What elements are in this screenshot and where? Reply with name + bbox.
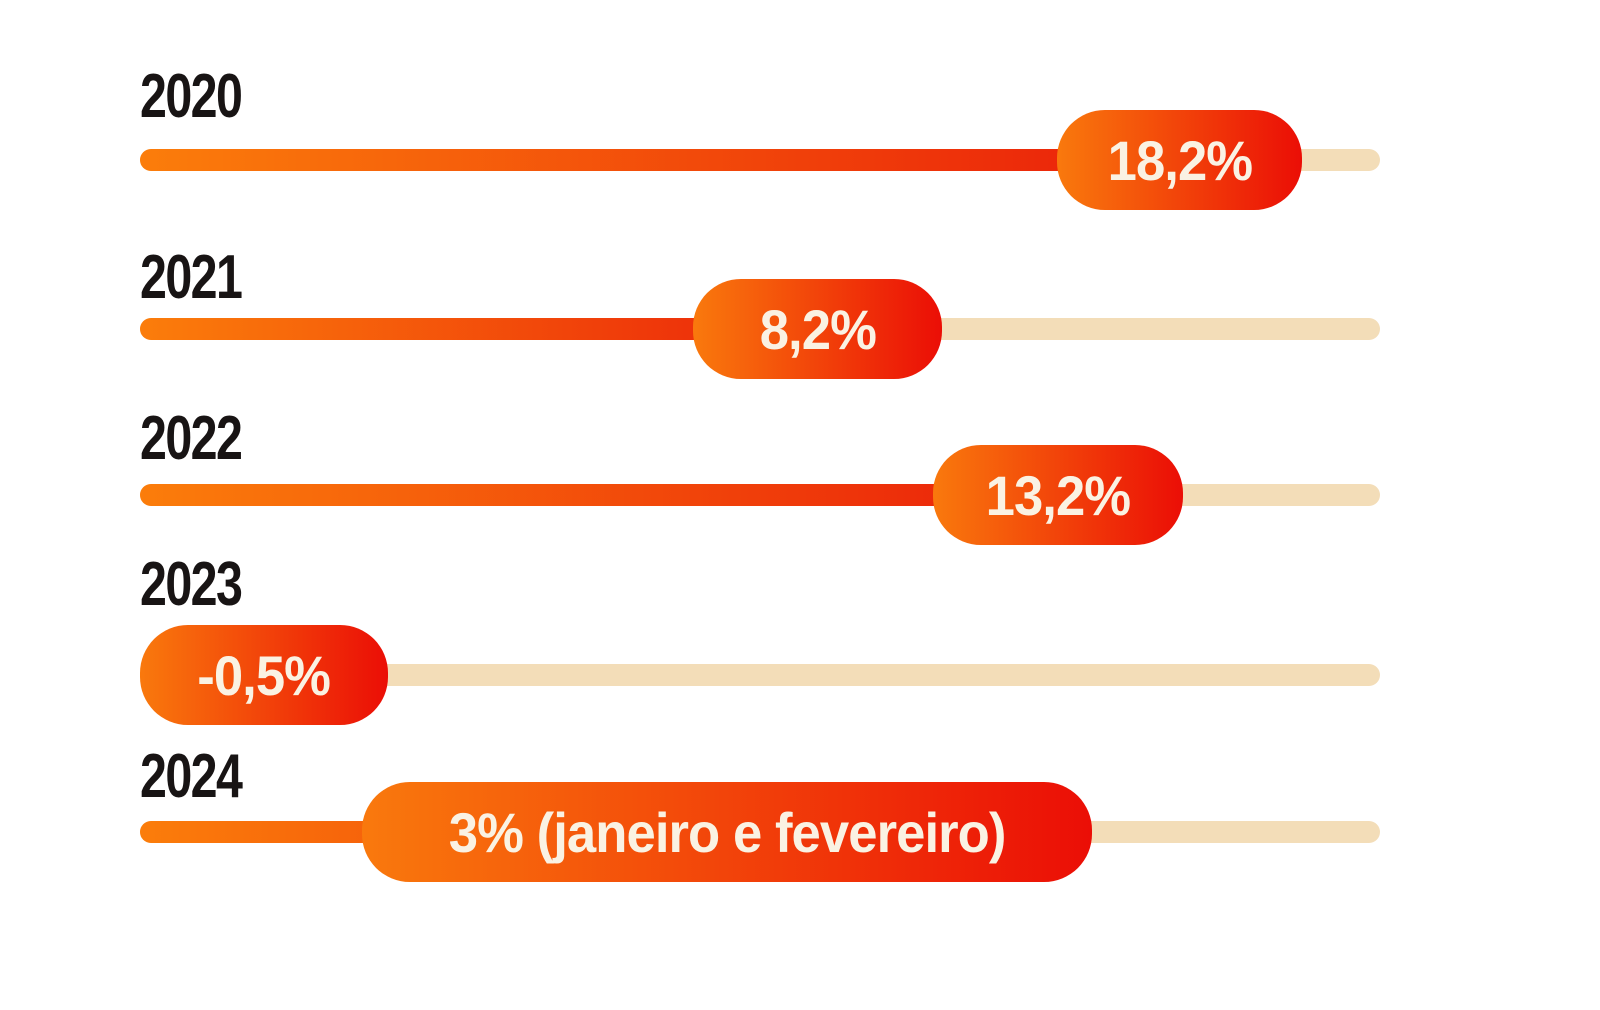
year-label: 2023 (140, 550, 243, 619)
bar-fill (140, 149, 1302, 171)
value-badge: -0,5% (140, 625, 388, 725)
value-label: 8,2% (759, 297, 876, 361)
bar-track (140, 664, 1380, 686)
year-label: 2021 (140, 243, 243, 312)
value-badge: 13,2% (933, 445, 1183, 545)
value-badge: 8,2% (693, 279, 942, 379)
value-badge: 3% (janeiro e fevereiro) (362, 782, 1092, 882)
year-label: 2024 (140, 742, 243, 811)
value-badge: 18,2% (1057, 110, 1302, 210)
value-label: -0,5% (197, 643, 332, 707)
value-label: 13,2% (985, 463, 1132, 527)
value-label: 18,2% (1107, 128, 1253, 192)
value-label: 3% (janeiro e fevereiro) (448, 800, 1007, 864)
bar-fill (140, 484, 1183, 506)
year-label: 2020 (140, 62, 243, 131)
year-label: 2022 (140, 404, 243, 473)
